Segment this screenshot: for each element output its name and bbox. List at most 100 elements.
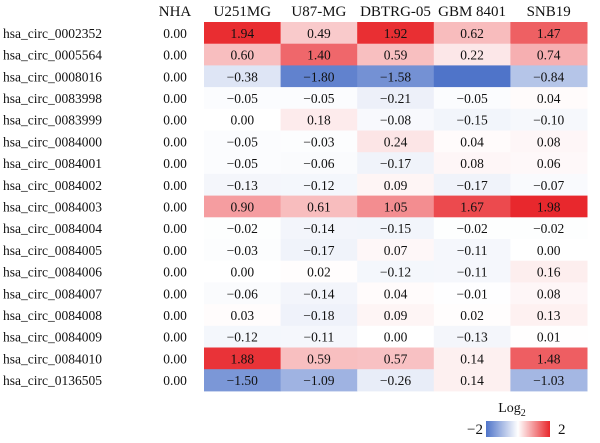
cell-value-nha: 0.00 [163,243,187,258]
cell-value: −0.18 [303,308,334,323]
cell-value: −0.14 [303,221,334,236]
cell-value-nha: 0.00 [163,26,187,41]
cell-value: −0.01 [456,286,487,301]
cell-value: −0.17 [303,243,334,258]
cell-value: −0.06 [227,286,258,301]
cell-value: −0.13 [456,330,487,345]
heatmap-cell [357,43,435,66]
cell-value: −0.13 [227,178,258,193]
cell-value-nha: 0.00 [163,308,187,323]
heatmap-cell [357,239,435,262]
cell-value-nha: 0.00 [163,91,187,106]
heatmap-cell [433,65,511,88]
heatmap-cell [204,369,282,392]
cell-value: 1.94 [230,26,254,41]
heatmap-cell [433,195,511,218]
cell-value: 0.00 [384,330,408,345]
heatmap-cell [510,108,588,131]
heatmap-cell [280,282,358,305]
column-header-gbm-8401: GBM 8401 [438,4,506,20]
cell-value: 0.00 [230,113,254,128]
cell-value: 1.05 [384,199,408,214]
cell-value: 0.59 [307,351,331,366]
cell-value: −0.07 [533,178,564,193]
cell-value-nha: 0.00 [163,178,187,193]
cell-value: −0.12 [303,178,334,193]
cell-value: −0.12 [380,265,411,280]
heatmap-cell [204,43,282,66]
heatmap-cell [510,325,588,348]
row-label: hsa_circ_0083999 [3,113,102,128]
cell-value: −0.14 [303,286,334,301]
heatmap-cell [204,217,282,240]
cell-value: 0.04 [537,91,561,106]
cell-value: 0.09 [384,178,408,193]
cell-value-nha: 0.00 [163,373,187,388]
column-header-dbtrg-05: DBTRG-05 [360,4,431,20]
heatmap-cell [204,173,282,197]
heatmap-cell [280,43,358,66]
heatmap-cell [280,108,358,131]
row-label: hsa_circ_0084000 [3,134,102,149]
legend-max-label: 2 [558,422,566,438]
heatmap-cell [510,43,588,66]
cell-value: −0.05 [227,156,258,171]
cell-value: 0.62 [460,26,484,41]
cell-value: 0.08 [460,156,484,171]
cell-value-nha: 0.00 [163,221,187,236]
cell-value: 0.03 [230,308,254,323]
heatmap-cell [204,195,282,218]
heatmap-cell [510,304,588,327]
cell-value: 0.13 [537,308,561,323]
heatmap-cell [510,173,588,197]
cell-value: 0.08 [537,134,561,149]
heatmap-cell [433,217,511,240]
cell-value: 1.88 [230,351,254,366]
cell-value: 0.49 [307,26,331,41]
cell-value: −0.05 [227,134,258,149]
cell-value: 1.47 [537,26,561,41]
cell-value: −0.08 [380,113,411,128]
cell-value: −0.03 [227,243,258,258]
cell-value: −0.15 [456,113,487,128]
heatmap-cell [204,239,282,262]
heatmap-cell [280,260,358,283]
heatmap-cell [280,152,358,175]
cell-value: −0.06 [303,156,334,171]
heatmap-cell [357,304,435,327]
heatmap-cell [280,239,358,262]
heatmap-cell [433,239,511,262]
heatmap-cell [280,173,358,197]
heatmap-cell [357,260,435,283]
heatmap-cell [357,65,435,88]
cell-value-nha: 0.00 [163,48,187,63]
cell-value: −0.11 [304,330,335,345]
heatmap-cell [357,195,435,218]
heatmap-cell [280,130,358,153]
heatmap-cell [204,325,282,348]
cell-value: −0.05 [456,91,487,106]
cell-value: 0.90 [230,199,254,214]
cell-value: 0.08 [537,286,561,301]
heatmap-cell [433,282,511,305]
heatmap-cell [357,152,435,175]
heatmap-cell [204,108,282,131]
row-label: hsa_circ_0084009 [3,330,102,345]
cell-value-nha: 0.00 [163,330,187,345]
cell-value-nha: 0.00 [163,199,187,214]
cell-value: 0.14 [460,373,484,388]
heatmap-cell [204,152,282,175]
heatmap-cell [357,282,435,305]
heatmap-cell [357,130,435,153]
row-label: hsa_circ_0002352 [3,26,102,41]
row-label: hsa_circ_0008016 [3,69,102,84]
row-label: hsa_circ_0084005 [3,243,102,258]
cell-value: 0.22 [460,48,484,63]
cell-value: 0.18 [307,113,331,128]
cell-value: −0.02 [533,221,564,236]
cell-value: 0.00 [537,243,561,258]
cell-value: 0.02 [307,265,331,280]
row-label: hsa_circ_0084001 [3,156,102,171]
cell-value: 1.92 [384,26,408,41]
heatmap-cell [433,173,511,197]
